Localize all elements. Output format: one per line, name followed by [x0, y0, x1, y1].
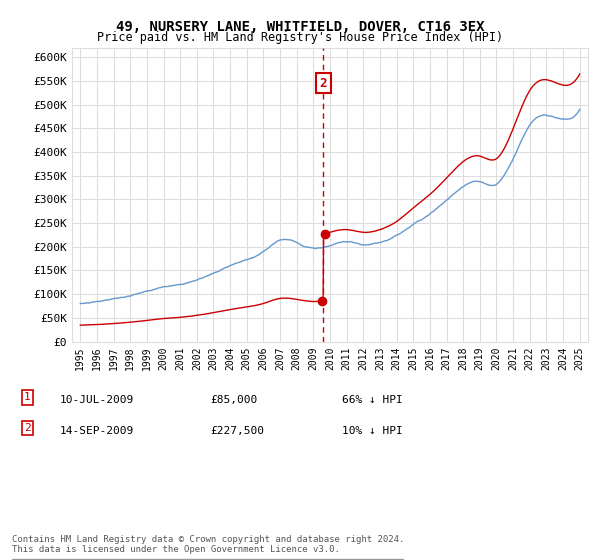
- Text: 14-SEP-2009: 14-SEP-2009: [60, 426, 134, 436]
- Text: Price paid vs. HM Land Registry's House Price Index (HPI): Price paid vs. HM Land Registry's House …: [97, 31, 503, 44]
- Text: 2: 2: [24, 423, 31, 433]
- Legend: 49, NURSERY LANE, WHITFIELD, DOVER, CT16 3EX (detached house), HPI: Average pric: 49, NURSERY LANE, WHITFIELD, DOVER, CT16…: [11, 559, 404, 560]
- Text: Contains HM Land Registry data © Crown copyright and database right 2024.
This d: Contains HM Land Registry data © Crown c…: [12, 535, 404, 554]
- Text: £227,500: £227,500: [210, 426, 264, 436]
- Text: 66% ↓ HPI: 66% ↓ HPI: [342, 395, 403, 405]
- Text: 10-JUL-2009: 10-JUL-2009: [60, 395, 134, 405]
- Text: 1: 1: [24, 393, 31, 403]
- Text: £85,000: £85,000: [210, 395, 257, 405]
- Text: 2: 2: [320, 77, 327, 90]
- Text: 49, NURSERY LANE, WHITFIELD, DOVER, CT16 3EX: 49, NURSERY LANE, WHITFIELD, DOVER, CT16…: [116, 20, 484, 34]
- Text: 10% ↓ HPI: 10% ↓ HPI: [342, 426, 403, 436]
